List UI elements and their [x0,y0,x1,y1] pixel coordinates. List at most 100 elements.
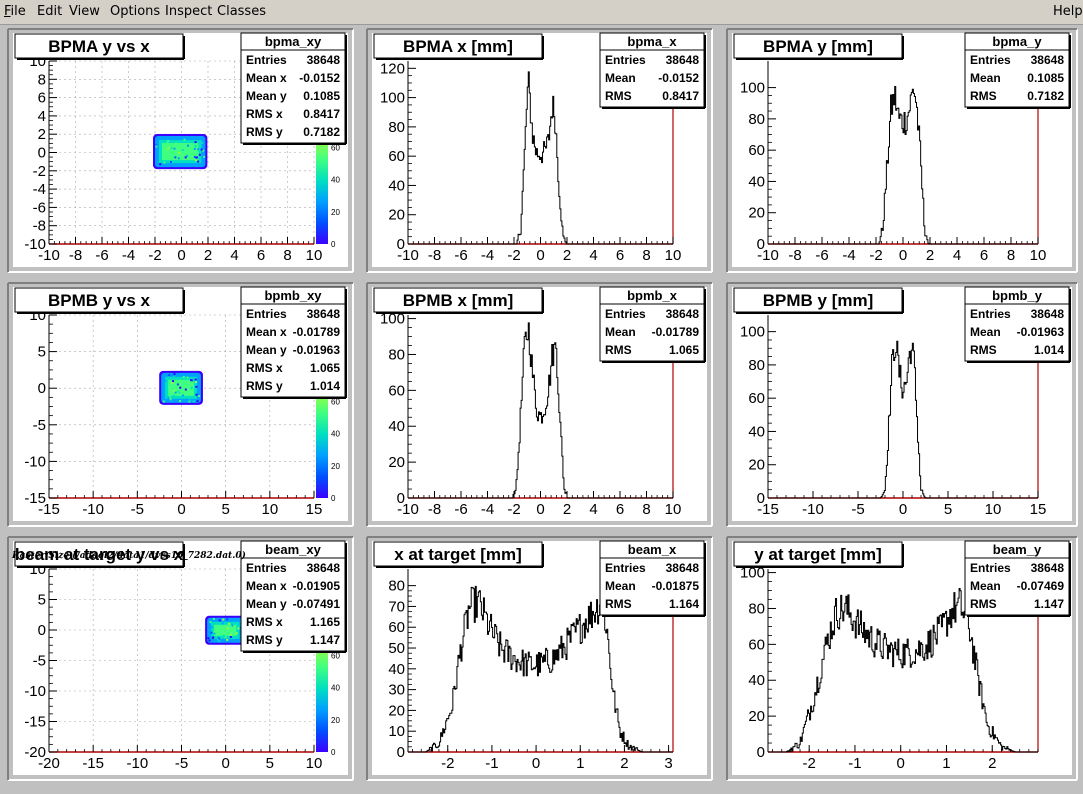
heatmap-cell [176,383,179,386]
x-tick-label: -10 [38,247,60,264]
menu-edit[interactable]: Edit [37,4,63,19]
heatmap-cell [238,625,241,628]
chart-title: y at target [mm] [754,545,882,564]
x-tick-label: 8 [1007,247,1015,264]
x-tick-label: -15 [757,501,779,518]
menu-file[interactable]: File [4,4,26,19]
menu-options[interactable]: Options [110,4,161,19]
y-tick-label: 100 [380,90,405,107]
y-tick-label: 10 [388,723,405,740]
menu-inspect[interactable]: Inspect [165,4,213,19]
heatmap-cell [184,388,187,391]
heatmap-cell [195,157,198,160]
x-tick-label: 4 [230,247,238,264]
stats-label: Entries [970,53,1011,67]
stats-value: 38648 [1031,307,1065,321]
x-tick-label: 6 [257,247,265,264]
y-tick-label: -6 [33,199,46,216]
stats-value: 1.014 [310,379,340,393]
heatmap-cell [210,626,213,629]
stats-value: 0.1085 [303,89,340,103]
heatmap-cell [164,379,167,382]
heatmap-cell [169,398,172,401]
heatmap-cell [208,639,211,642]
pad-title: BPMA y [mm] [733,33,904,60]
x-tick-label: -2 [507,247,520,264]
title-box [14,541,184,567]
stats-label: Entries [605,307,646,321]
x-tick-label: -10 [82,501,104,518]
heatmap-cell [168,146,171,149]
heatmap-cell [221,622,224,625]
x-tick-label: 10 [665,247,682,264]
y-tick-label: -8 [33,218,46,235]
z-tick-label: 40 [331,176,340,185]
y-tick-label: -15 [24,714,46,731]
canvas[interactable]: -10 -8 -6 -4 -2 0 2 4 6 8 10 -10 -8 -6 -4 -2 0 2 4 6 8 10 0 20 4… [0,25,1083,790]
heatmap-cell [228,622,231,625]
y-tick-label: -20 [24,744,46,761]
stats-frame [964,540,1070,616]
z-tick-label: 20 [331,208,340,217]
heatmap-cell [181,149,184,152]
x-tick-label: 8 [642,501,650,518]
y-tick-label: 100 [740,565,765,582]
x-tick-label: -8 [428,501,441,518]
x-tick-label: 6 [616,247,624,264]
heatmap-cell [194,144,197,147]
pad-title: BPMB y vs x [14,287,185,314]
heatmap-cell [226,618,229,621]
heatmap-cell [216,638,219,641]
heatmap-cell [173,390,176,393]
stats-box: beam_y Entries 38648 Mean -0.07469 RMS 1.147 [964,540,1071,617]
x-tick-label: -6 [815,247,828,264]
heatmap-cell [203,155,206,158]
stats-value: 1.065 [669,343,699,357]
heatmap-cell [194,159,197,162]
stats-value: 38648 [307,307,341,321]
stats-value: 38648 [1031,561,1065,575]
stats-name: beam_x [628,542,677,557]
stats-name: beam_xy [265,542,321,557]
heatmap-cell [194,378,197,381]
x-tick-label: 0 [532,755,540,772]
stats-frame [240,286,346,398]
heatmap-cell [184,156,187,159]
x-tick-label: 15 [1030,501,1047,518]
histogram-line [408,322,673,499]
stats-label: Mean y [246,597,287,611]
heatmap-cell [170,147,173,150]
stats-label: Mean [605,579,636,593]
heatmap-cell [212,617,215,620]
histogram-line [768,85,1038,245]
heatmap-cell [167,396,170,399]
heatmap-cell [222,624,225,627]
menu-help[interactable]: Help [1053,4,1083,19]
stats-label: RMS [605,343,632,357]
stats-name: bpmb_y [992,288,1043,303]
stats-value: -0.01875 [652,579,700,593]
z-tick-label: 0 [331,748,336,757]
stats-value: 38648 [307,561,341,575]
menu-view[interactable]: View [69,4,100,19]
stats-label: Entries [246,561,287,575]
histogram-canvas[interactable]: -10 -8 -6 -4 -2 0 2 4 6 8 10-10-8-6-4-202468100204… [0,25,1083,790]
x-tick-label: 2 [563,247,571,264]
y-tick-label: 70 [388,598,405,615]
heatmap-cell [218,619,221,622]
heatmap-cell [174,156,177,159]
stats-frame [240,540,346,652]
menu-classes[interactable]: Classes [217,4,266,19]
stats-value: 38648 [666,561,700,575]
heatmap-cell [229,635,232,638]
heatmap-cell [182,376,185,379]
stats-frame [240,32,346,144]
stats-label: RMS y [246,125,283,139]
heatmap-cell [175,142,178,145]
heatmap-cell [178,151,181,154]
z-tick-label: 20 [331,462,340,471]
title-box [373,33,543,59]
heatmap-cell [214,624,237,636]
